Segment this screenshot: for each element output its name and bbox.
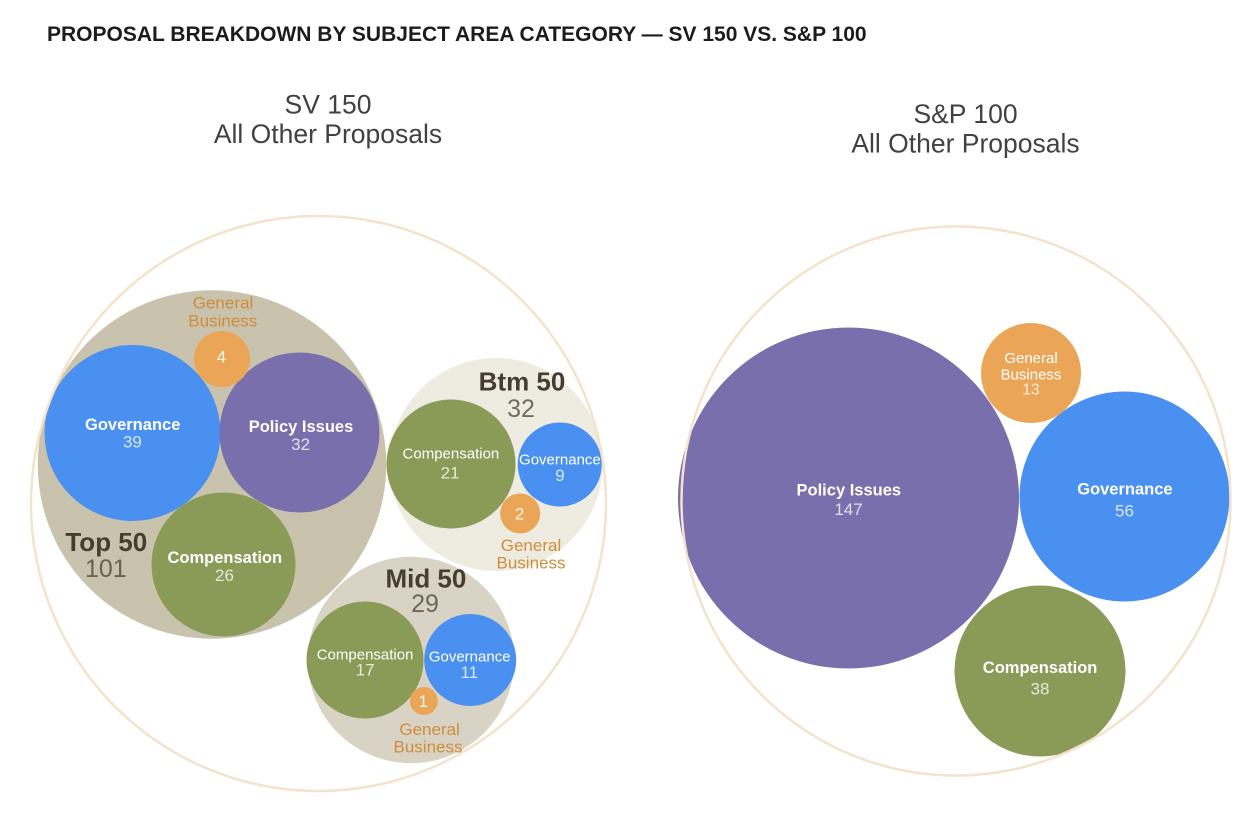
svg-text:SV 150: SV 150	[285, 90, 372, 120]
svg-text:Governance: Governance	[519, 452, 601, 469]
svg-text:Btm 50: Btm 50	[479, 367, 566, 397]
svg-text:32: 32	[291, 435, 310, 454]
svg-text:Business: Business	[394, 737, 463, 756]
svg-text:56: 56	[1115, 501, 1134, 520]
svg-text:39: 39	[123, 432, 142, 451]
svg-text:38: 38	[1031, 680, 1050, 699]
svg-text:147: 147	[834, 500, 862, 519]
svg-text:26: 26	[215, 566, 234, 585]
svg-text:General: General	[399, 720, 459, 739]
svg-text:11: 11	[460, 663, 478, 682]
svg-text:PROPOSAL BREAKDOWN BY SUBJECT: PROPOSAL BREAKDOWN BY SUBJECT AREA CATEG…	[47, 23, 867, 46]
svg-text:Business: Business	[1001, 367, 1062, 384]
svg-text:Mid 50: Mid 50	[385, 563, 466, 593]
svg-text:General: General	[1004, 350, 1057, 367]
svg-text:All Other Proposals: All Other Proposals	[851, 129, 1079, 159]
svg-text:9: 9	[555, 466, 564, 485]
svg-text:21: 21	[441, 463, 460, 482]
svg-text:Policy Issues: Policy Issues	[249, 418, 354, 436]
svg-text:S&P 100: S&P 100	[913, 99, 1017, 129]
svg-text:Business: Business	[497, 554, 566, 573]
svg-text:All Other Proposals: All Other Proposals	[214, 119, 442, 149]
svg-text:General: General	[501, 536, 561, 555]
svg-text:2: 2	[515, 504, 524, 523]
svg-text:29: 29	[411, 590, 439, 618]
svg-text:32: 32	[507, 395, 535, 423]
svg-text:Policy Issues: Policy Issues	[797, 482, 902, 500]
svg-text:1: 1	[418, 692, 427, 711]
svg-text:Compensation: Compensation	[168, 549, 283, 567]
svg-text:Compensation: Compensation	[403, 446, 500, 463]
svg-text:13: 13	[1022, 381, 1039, 398]
svg-text:101: 101	[85, 555, 127, 583]
svg-text:Governance: Governance	[1077, 481, 1172, 499]
svg-text:General: General	[193, 293, 253, 312]
svg-text:Governance: Governance	[85, 416, 180, 434]
svg-text:Top 50: Top 50	[65, 527, 147, 557]
svg-text:4: 4	[217, 348, 226, 367]
svg-text:Compensation: Compensation	[317, 646, 414, 663]
svg-text:Business: Business	[188, 311, 257, 330]
svg-text:Governance: Governance	[429, 649, 511, 666]
svg-text:Compensation: Compensation	[983, 659, 1098, 677]
svg-text:17: 17	[356, 660, 375, 679]
